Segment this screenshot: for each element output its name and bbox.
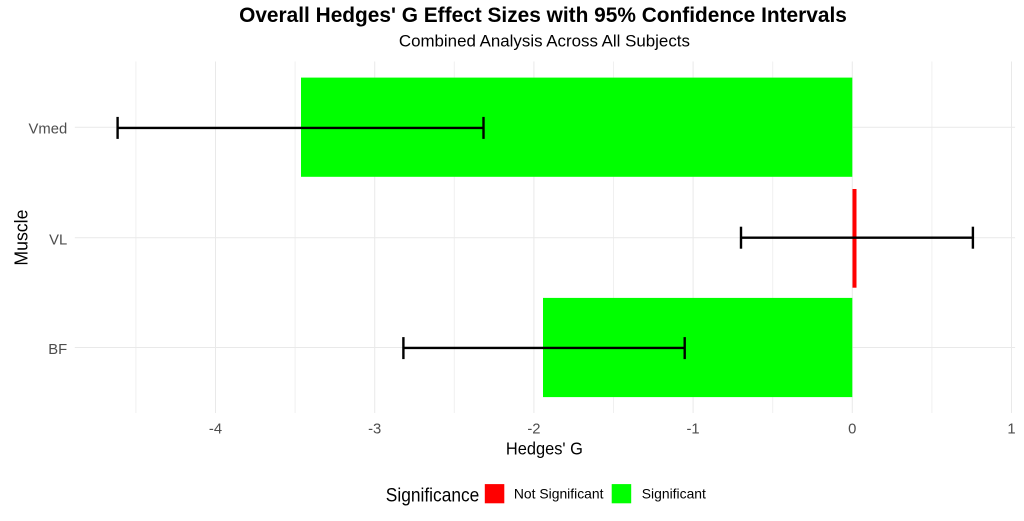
svg-text:Vmed: Vmed (29, 121, 68, 137)
svg-text:0: 0 (848, 422, 856, 438)
svg-text:-4: -4 (209, 422, 222, 438)
svg-text:-1: -1 (687, 422, 700, 438)
svg-text:Combined Analysis Across All S: Combined Analysis Across All Subjects (399, 32, 690, 51)
svg-text:-3: -3 (368, 422, 381, 438)
svg-text:Not Significant: Not Significant (514, 485, 604, 501)
svg-text:Muscle: Muscle (11, 210, 31, 266)
svg-text:VL: VL (49, 233, 67, 249)
svg-text:BF: BF (48, 342, 67, 358)
svg-text:Significance: Significance (386, 484, 480, 506)
svg-text:Hedges' G: Hedges' G (506, 438, 583, 458)
svg-text:1: 1 (1007, 422, 1015, 438)
svg-text:Significant: Significant (642, 485, 706, 501)
svg-text:-2: -2 (527, 422, 540, 438)
svg-text:Overall Hedges' G Effect Sizes: Overall Hedges' G Effect Sizes with 95% … (239, 4, 847, 27)
